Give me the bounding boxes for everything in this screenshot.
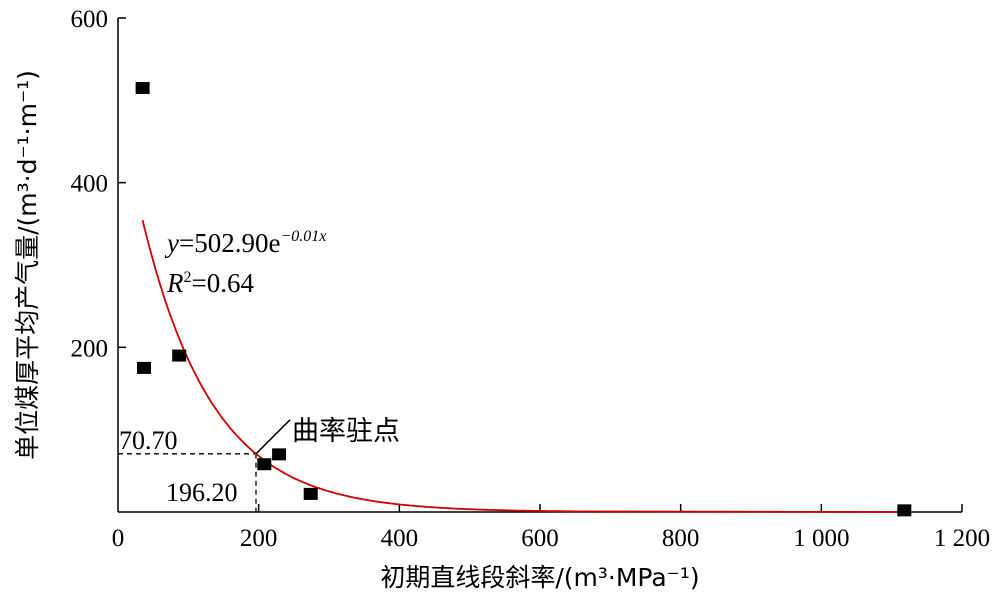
stationary-x-label: 196.20 xyxy=(166,478,238,507)
data-point xyxy=(272,448,287,461)
x-tick-label: 800 xyxy=(662,525,700,552)
data-point xyxy=(172,349,187,362)
data-points xyxy=(135,81,912,517)
x-tick-label: 1 000 xyxy=(793,525,849,552)
stationary-point-annotation: 曲率驻点 xyxy=(292,416,400,447)
y-tick-label: 400 xyxy=(71,171,109,198)
x-tick-label: 600 xyxy=(521,525,559,552)
stationary-y-label: 70.70 xyxy=(119,426,178,455)
x-tick-label: 400 xyxy=(381,525,419,552)
stationary-point-leader xyxy=(255,419,291,455)
x-tick-label: 200 xyxy=(240,525,278,552)
y-ticks: 200 400 600 xyxy=(71,6,126,362)
data-point xyxy=(137,361,152,374)
fit-curve xyxy=(141,219,906,513)
data-point xyxy=(897,504,912,517)
x-axis-label: 初期直线段斜率/(m³·MPa⁻¹) xyxy=(380,563,699,592)
y-tick-label: 200 xyxy=(71,335,109,362)
y-axis-label: 单位煤厚平均产气量/(m³·d⁻¹·m⁻¹) xyxy=(13,70,42,460)
x-tick-label: 1 200 xyxy=(934,525,990,552)
data-point xyxy=(135,81,150,94)
fit-equation: y=502.90e−0.01x xyxy=(164,228,326,258)
data-point xyxy=(303,487,318,500)
y-tick-label: 600 xyxy=(71,6,109,33)
x-tick-label: 0 xyxy=(112,525,125,552)
data-point xyxy=(257,458,272,471)
x-ticks: 0 200 400 600 800 1 000 1 200 xyxy=(112,504,990,552)
fit-r2: R2=0.64 xyxy=(166,268,254,298)
